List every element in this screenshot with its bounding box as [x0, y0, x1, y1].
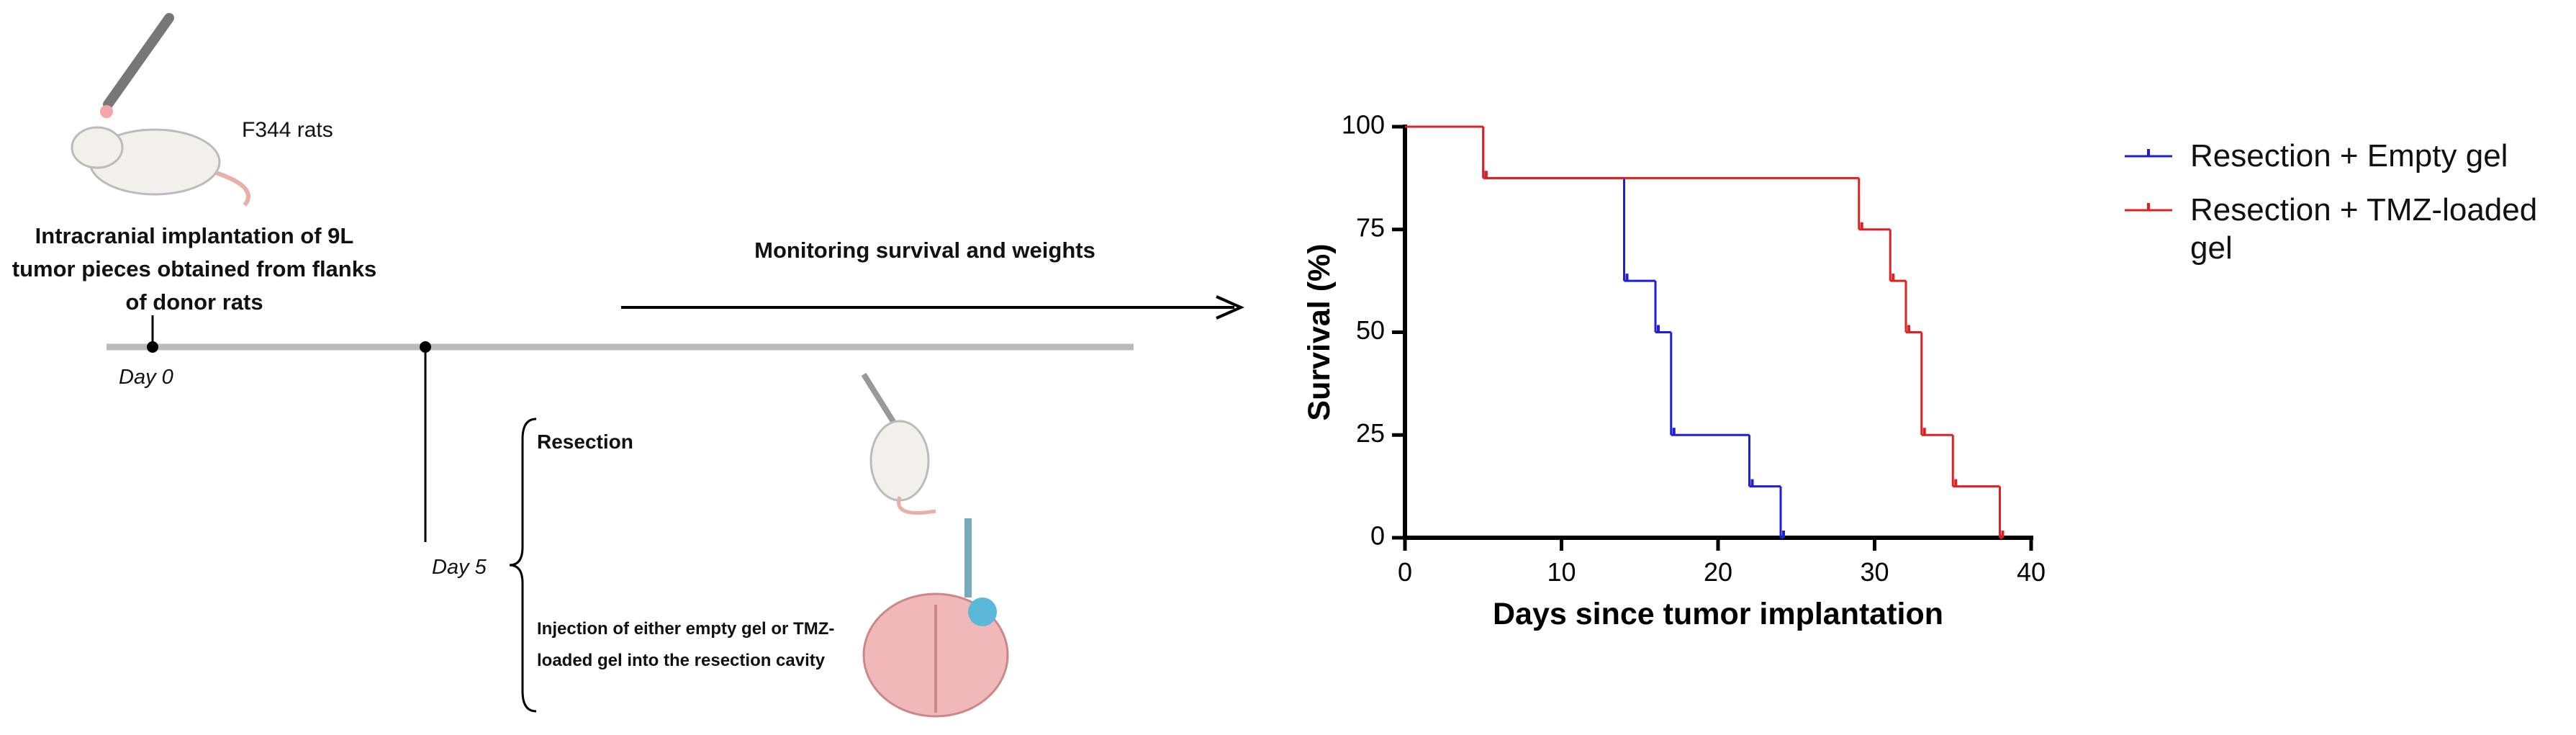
tissue	[100, 105, 113, 118]
rat-head	[71, 126, 124, 169]
x-tick-label: 10	[1547, 557, 1576, 587]
x-tick-label: 30	[1860, 557, 1889, 587]
brace	[509, 418, 537, 713]
y-tick-label: 25	[1356, 418, 1385, 448]
legend-label: Resection + TMZ-loaded gel	[2190, 192, 2538, 266]
y-tick-label: 50	[1356, 315, 1385, 345]
injection-text: Injection of either empty gel or TMZ-loa…	[537, 619, 835, 670]
legend-label: Resection + Empty gel	[2190, 138, 2508, 173]
implantation-text: Intracranial implantation of 9L tumor pi…	[12, 223, 377, 315]
day5-dot	[420, 341, 431, 353]
x-axis-label: Days since tumor implantation	[1493, 597, 1943, 631]
y-tick-label: 100	[1342, 110, 1385, 140]
x-tick-label: 40	[2017, 557, 2046, 587]
donor-label: F344 rats	[242, 118, 333, 142]
monitoring-text: Monitoring survival and weights	[754, 238, 1095, 263]
rat-tail	[215, 171, 250, 207]
arrow-head	[1216, 295, 1244, 320]
gel	[968, 598, 997, 626]
x-tick-label: 20	[1704, 557, 1732, 587]
y-axis-label: Survival (%)	[1302, 243, 1337, 420]
resection-label: Resection	[537, 430, 633, 453]
tweezers	[103, 13, 174, 109]
day0-dot	[147, 341, 158, 353]
x-tick-label: 0	[1398, 557, 1412, 587]
day0-label: Day 0	[119, 366, 173, 389]
rat-tail	[897, 496, 936, 515]
day5-label: Day 5	[432, 556, 487, 579]
y-tick-label: 0	[1370, 521, 1385, 551]
y-tick-label: 75	[1356, 212, 1385, 242]
